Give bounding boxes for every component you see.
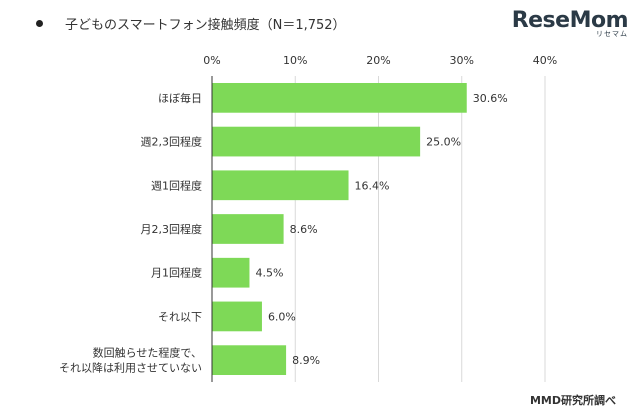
bullet-icon xyxy=(36,20,43,27)
data-label: 16.4% xyxy=(355,179,390,192)
category-label: 週2,3回程度 xyxy=(141,135,203,149)
category-label: ほぼ毎日 xyxy=(158,92,202,105)
bar xyxy=(212,82,467,113)
logo-text: ReseMom xyxy=(511,8,629,33)
bar xyxy=(212,170,349,201)
logo-subtext: リセマム xyxy=(596,30,628,38)
x-tick-label: 30% xyxy=(450,54,474,67)
category-label: それ以降は利用させていない xyxy=(59,361,202,375)
category-label: 月2,3回程度 xyxy=(141,222,203,236)
bar xyxy=(212,214,284,244)
data-label: 6.0% xyxy=(268,310,296,323)
x-tick-label: 0% xyxy=(203,54,220,67)
category-label: 月1回程度 xyxy=(151,266,202,280)
data-label: 30.6% xyxy=(473,92,508,105)
x-tick-label: 20% xyxy=(366,54,390,67)
data-label: 8.6% xyxy=(290,223,318,236)
bar xyxy=(212,257,250,288)
chart-title: 子どものスマートフォン接触頻度（N＝1,752） xyxy=(65,18,346,33)
category-label: 数回触らせた程度で、 xyxy=(93,346,202,360)
x-tick-label: 10% xyxy=(283,54,307,67)
category-label: 週1回程度 xyxy=(151,178,202,192)
data-label: 8.9% xyxy=(292,354,320,367)
bar xyxy=(212,301,262,332)
bar xyxy=(212,126,421,157)
data-label: 4.5% xyxy=(255,267,283,280)
source-credit: MMD研究所調べ xyxy=(529,394,616,407)
chart-title-row: 子どものスマートフォン接触頻度（N＝1,752） xyxy=(36,14,346,33)
data-label: 25.0% xyxy=(426,136,461,149)
bar xyxy=(212,345,287,376)
category-label: それ以下 xyxy=(158,310,202,323)
resemom-logo: ReseMom リセマム xyxy=(511,8,629,39)
x-tick-label: 40% xyxy=(533,54,557,67)
